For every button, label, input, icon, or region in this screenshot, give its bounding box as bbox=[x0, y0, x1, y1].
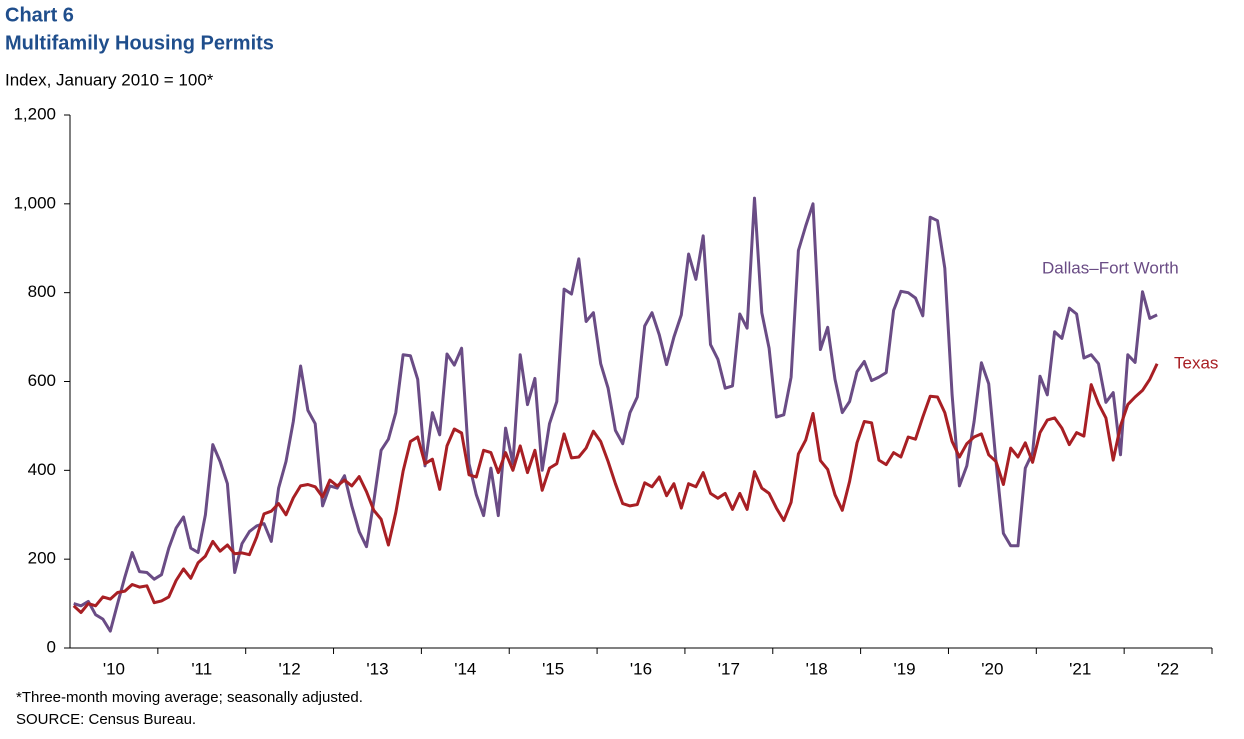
y-tick-label: 600 bbox=[28, 371, 56, 390]
chart-title: Chart 6 bbox=[5, 4, 74, 26]
y-tick-label: 1,000 bbox=[13, 193, 56, 212]
x-tick-label: '22 bbox=[1157, 659, 1179, 678]
series-label: Dallas–Fort Worth bbox=[1042, 258, 1179, 277]
x-tick-label: '20 bbox=[981, 659, 1003, 678]
series-line bbox=[73, 196, 1158, 633]
x-tick-label: '11 bbox=[191, 659, 212, 678]
y-tick-label: 1,200 bbox=[13, 104, 56, 123]
y-tick-label: 800 bbox=[28, 282, 56, 301]
x-tick-label: '14 bbox=[454, 659, 476, 678]
x-tick-label: '13 bbox=[366, 659, 388, 678]
x-tick-label: '21 bbox=[1069, 659, 1091, 678]
y-tick-label: 0 bbox=[47, 637, 56, 656]
x-tick-label: '18 bbox=[806, 659, 828, 678]
series-line bbox=[72, 363, 1159, 614]
y-tick-label: 200 bbox=[28, 549, 56, 568]
series-label: Texas bbox=[1174, 353, 1218, 372]
x-tick-label: '17 bbox=[718, 659, 740, 678]
y-tick-label: 400 bbox=[28, 460, 56, 479]
footnote: *Three-month moving average; seasonally … bbox=[16, 689, 363, 706]
chart-subtitle: Multifamily Housing Permits bbox=[5, 32, 274, 54]
x-tick-label: '16 bbox=[630, 659, 652, 678]
source: SOURCE: Census Bureau. bbox=[16, 711, 196, 728]
x-tick-label: '15 bbox=[542, 659, 564, 678]
x-tick-label: '12 bbox=[279, 659, 301, 678]
x-tick-label: '10 bbox=[103, 659, 125, 678]
y-axis-label: Index, January 2010 = 100* bbox=[5, 70, 214, 89]
x-tick-label: '19 bbox=[893, 659, 915, 678]
